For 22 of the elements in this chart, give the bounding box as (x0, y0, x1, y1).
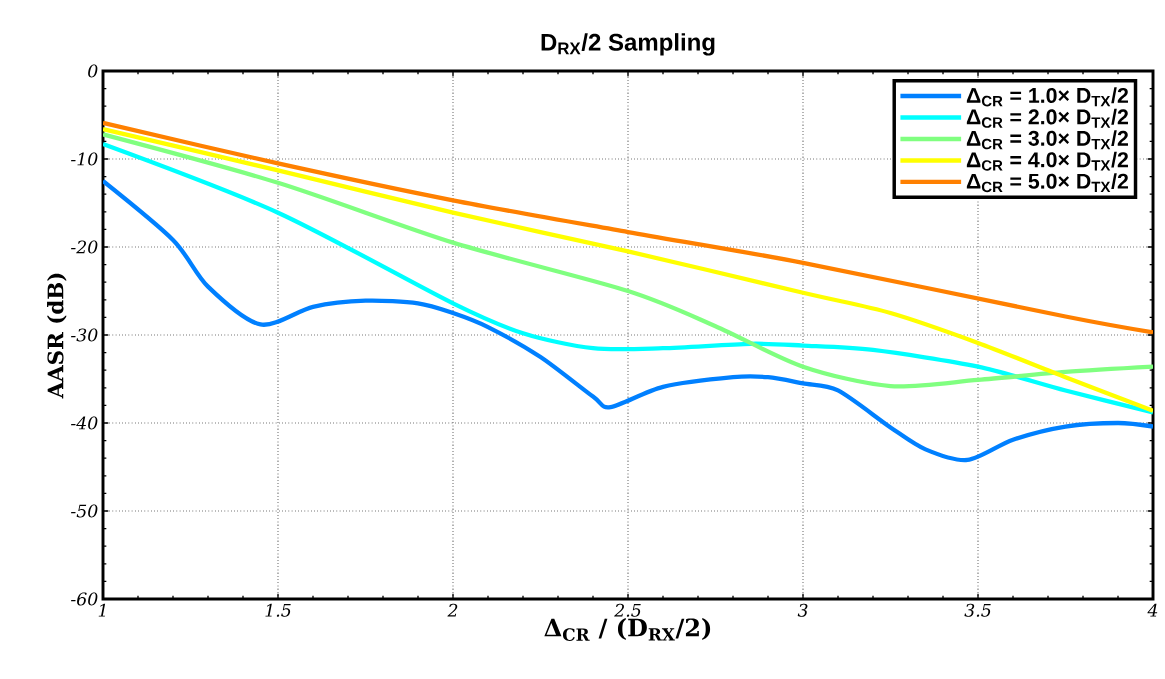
x-tick-label: 1.5 (265, 603, 291, 617)
x-tick-label: 1 (98, 603, 106, 617)
y-tick-label: -50 (71, 504, 98, 518)
legend-label: Δ$_{CR}$ = 4.0× D$_{TX}$/2 (966, 151, 1128, 171)
y-tick-label: -10 (71, 152, 98, 166)
legend-label: Δ$_{CR}$ = 5.0× D$_{TX}$/2 (966, 173, 1128, 193)
x-tick-label: 2 (447, 603, 458, 617)
legend-label: Δ$_{CR}$ = 2.0× D$_{TX}$/2 (966, 108, 1128, 128)
chart-title: D$_{RX}$/2 Sampling (541, 33, 715, 56)
x-tick-label: 4 (1147, 603, 1158, 617)
y-axis-title: AASR (dB) (47, 273, 67, 399)
x-tick-label: 3 (797, 603, 808, 617)
y-tick-label: 0 (88, 64, 98, 78)
legend-label: Δ$_{CR}$ = 3.0× D$_{TX}$/2 (966, 130, 1128, 150)
x-tick-label: 3.5 (964, 603, 991, 617)
x-axis-title: Δ$_{CR}$ / (D$_{RX}$/2) (544, 617, 711, 641)
y-tick-label: -60 (71, 592, 98, 606)
y-tick-label: -30 (71, 328, 98, 342)
y-tick-label: -40 (71, 416, 98, 430)
legend-label: Δ$_{CR}$ = 1.0× D$_{TX}$/2 (966, 87, 1128, 107)
x-tick-label: 2.5 (614, 603, 641, 617)
y-tick-label: -20 (71, 240, 98, 254)
